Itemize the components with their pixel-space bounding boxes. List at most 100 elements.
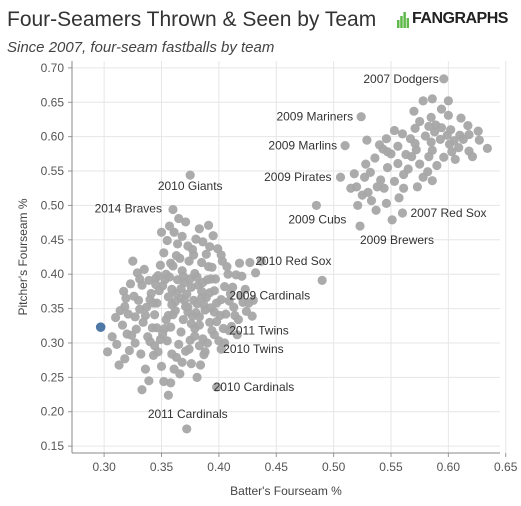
- data-point: [439, 152, 449, 162]
- data-point: [205, 317, 215, 327]
- point-annotation: 2009 Marlins: [268, 139, 337, 153]
- chart-subtitle: Since 2007, four-seam fastballs by team: [7, 39, 275, 56]
- point-annotation: 2010 Red Sox: [255, 254, 331, 268]
- data-point: [144, 376, 154, 386]
- x-tick-label: 0.65: [494, 460, 518, 474]
- y-tick-label: 0.60: [41, 130, 65, 144]
- data-point: [456, 113, 466, 123]
- data-point: [376, 175, 386, 185]
- data-point: [248, 295, 258, 305]
- data-point: [216, 295, 226, 305]
- data-point: [386, 149, 396, 159]
- data-point: [393, 141, 403, 151]
- data-point: [115, 306, 125, 316]
- data-point: [256, 256, 266, 266]
- data-point: [107, 332, 117, 342]
- data-point: [435, 134, 445, 144]
- data-point: [423, 167, 433, 177]
- data-point: [129, 291, 139, 301]
- data-point: [399, 183, 409, 193]
- data-point: [216, 250, 226, 260]
- data-point: [163, 292, 173, 302]
- data-point: [353, 200, 363, 211]
- fangraphs-logo-icon: [397, 12, 409, 28]
- data-point: [179, 295, 190, 305]
- data-point: [160, 323, 170, 334]
- data-point: [120, 354, 130, 364]
- data-point: [191, 234, 201, 244]
- x-tick-label: 0.45: [265, 460, 289, 474]
- data-point: [207, 262, 217, 272]
- y-tick-label: 0.25: [41, 370, 65, 384]
- point-annotation: 2007 Red Sox: [410, 206, 486, 220]
- data-point: [183, 307, 193, 317]
- point-annotation: 2009 Mariners: [276, 110, 353, 124]
- data-point: [177, 357, 187, 367]
- data-point: [166, 258, 176, 268]
- data-point: [222, 262, 232, 272]
- data-point: [420, 131, 431, 141]
- data-point: [426, 137, 436, 147]
- data-points: [96, 74, 492, 434]
- data-point: [389, 125, 400, 136]
- data-point: [178, 314, 188, 325]
- axes: 0.30 0.35 0.40 0.45 0.50 0.55 0.60 0.65 0.15 0.20…: [16, 61, 518, 498]
- data-point: [156, 361, 167, 371]
- data-point: [162, 235, 172, 246]
- data-point: [393, 158, 403, 169]
- data-point: [112, 339, 122, 349]
- data-point: [387, 215, 397, 225]
- point-annotation: 2010 Cardinals: [214, 380, 295, 394]
- data-point: [199, 350, 209, 360]
- data-point: [371, 205, 381, 215]
- data-point: [429, 127, 440, 137]
- point-annotation: 2007 Dodgers: [363, 72, 438, 86]
- data-point: [447, 147, 457, 157]
- data-point: [432, 160, 442, 171]
- data-point: [174, 213, 184, 224]
- x-axis-label: Batter's Fourseam %: [230, 484, 342, 498]
- data-point: [156, 227, 167, 237]
- data-point: [189, 250, 199, 260]
- x-tick-label: 0.35: [150, 460, 174, 474]
- point-annotation: 2014 Braves: [95, 202, 162, 216]
- data-point: [409, 106, 419, 116]
- data-point: [135, 274, 145, 284]
- data-point: [130, 312, 140, 322]
- data-point: [192, 272, 202, 282]
- data-point: [183, 241, 193, 251]
- data-point: [381, 198, 392, 208]
- data-point: [427, 94, 437, 104]
- y-tick-label: 0.45: [41, 233, 65, 247]
- data-point: [355, 221, 365, 231]
- data-point: [311, 200, 322, 211]
- data-point: [176, 327, 186, 337]
- data-point: [155, 334, 165, 345]
- data-point: [128, 256, 138, 266]
- data-point: [439, 74, 449, 84]
- data-point: [443, 96, 453, 106]
- data-point: [415, 116, 425, 127]
- point-annotation: 2011 Twins: [229, 324, 289, 338]
- data-point: [346, 183, 356, 193]
- data-point: [186, 319, 196, 329]
- data-point: [397, 208, 408, 218]
- data-point: [192, 372, 202, 382]
- data-point: [229, 302, 239, 312]
- data-point: [366, 196, 377, 206]
- data-point: [394, 193, 404, 203]
- y-tick-label: 0.40: [41, 267, 65, 281]
- data-point: [382, 162, 393, 173]
- data-point: [161, 269, 171, 279]
- data-point: [317, 275, 327, 285]
- data-point: [232, 330, 242, 340]
- data-point: [436, 104, 447, 114]
- point-annotation: 2011 Cardinals: [148, 407, 228, 421]
- data-point: [415, 159, 425, 169]
- data-point: [225, 288, 235, 299]
- data-point: [117, 320, 128, 330]
- logo-text: FANGRAPHS: [412, 10, 508, 27]
- x-tick-label: 0.40: [207, 460, 231, 474]
- data-point: [182, 424, 192, 434]
- data-point: [210, 274, 221, 284]
